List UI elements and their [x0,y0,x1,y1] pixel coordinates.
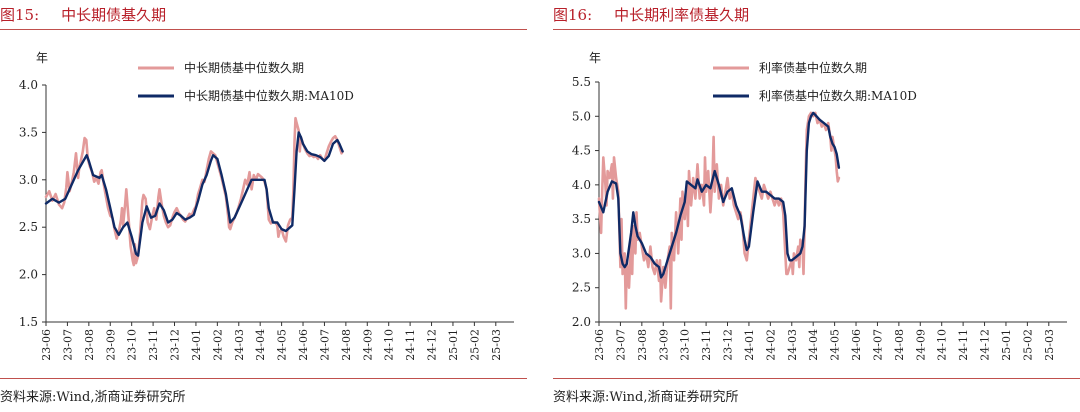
x-tick-label: 23-11 [700,329,713,361]
figure-title-text: 中长期利率债基久期 [614,6,750,24]
x-tick-label: 24-04 [807,329,820,361]
x-tick-label: 24-08 [340,329,353,361]
footer-divider [553,378,1080,379]
title-divider [0,29,527,30]
y-tick-label: 2.5 [572,281,591,295]
x-tick-label: 24-12 [979,329,992,361]
y-tick-label: 2.0 [19,268,38,282]
y-tick-label: 2.0 [572,315,591,329]
x-tick-label: 24-06 [297,329,310,361]
y-tick-label: 2.5 [19,220,38,234]
x-tick-label: 23-10 [679,329,692,361]
figure-title: 图16: 中长期利率债基久期 [553,4,749,25]
y-tick-label: 4.0 [19,78,38,92]
legend-label: 利率债基中位数久期 [759,60,867,75]
y-tick-label: 3.5 [19,125,38,139]
figure-number: 图15: [0,6,40,24]
x-tick-label: 23-08 [636,329,649,361]
series-line-ma10d [44,131,344,257]
x-tick-label: 24-03 [233,329,246,361]
title-divider [553,29,1080,30]
x-tick-label: 23-08 [83,329,96,361]
line-chart: 年 1.5 2.0 2.5 3.0 3.5 4.0 23-06 23-07 23-08 23-09 2… [19,51,514,361]
x-tick-label: 25-01 [447,329,460,361]
x-tick-label: 23-10 [126,329,139,361]
figure-title-text: 中长期债基久期 [61,6,167,24]
x-tick-label: 24-10 [936,329,949,361]
x-tick-label: 23-12 [169,329,182,361]
x-tick-label: 24-03 [786,329,799,361]
y-tick-label: 4.0 [572,178,591,192]
legend-label: 中长期债基中位数久期 [184,60,304,75]
y-tick-label: 1.5 [19,315,38,329]
x-tick-label: 24-12 [426,329,439,361]
y-tick-label: 3.5 [572,212,591,226]
y-unit-label: 年 [36,51,48,65]
x-tick-label: 24-05 [829,329,842,361]
line-chart: 年 2.0 2.5 3.0 3.5 4.0 4.5 5.0 5.5 23-06 23-07 23-08… [572,51,1067,361]
x-tick-label: 23-07 [61,329,74,361]
x-tick-label: 25-01 [1000,329,1013,361]
x-tick-label: 25-02 [468,329,481,361]
y-tick-label: 5.0 [572,109,591,123]
x-tick-label: 23-06 [593,329,606,361]
legend-label: 中长期债基中位数久期:MA10D [184,88,354,103]
y-tick-label: 3.0 [572,246,591,260]
x-tick-label: 23-09 [657,329,670,361]
x-tick-label: 24-05 [276,329,289,361]
x-tick-label: 24-07 [318,329,331,361]
series-line-median [597,111,841,310]
legend-label: 利率债基中位数久期:MA10D [759,88,917,103]
x-tick-label: 23-11 [147,329,160,361]
x-tick-label: 24-06 [850,329,863,361]
x-tick-label: 24-04 [254,329,267,361]
x-tick-label: 25-03 [490,329,503,361]
y-tick-label: 5.5 [572,75,591,89]
x-tick-label: 24-11 [404,329,417,361]
series-line-ma10d [597,111,841,279]
x-tick-label: 24-11 [957,329,970,361]
x-tick-label: 25-03 [1043,329,1056,361]
x-tick-label: 23-07 [614,329,627,361]
x-tick-label: 24-10 [383,329,396,361]
source-note: 资料来源:Wind,浙商证券研究所 [553,390,739,405]
figure-title: 图15: 中长期债基久期 [0,4,166,25]
x-tick-label: 24-01 [190,329,203,361]
figure-number: 图16: [553,6,593,24]
x-tick-label: 24-02 [211,329,224,361]
x-tick-label: 23-09 [104,329,117,361]
chart-panel-left: 图15: 中长期债基久期 年 1.5 2.0 2.5 3.0 3.5 4.0 23-06 23-0… [0,0,530,412]
x-tick-label: 25-02 [1021,329,1034,361]
chart-panel-right: 图16: 中长期利率债基久期 年 2.0 2.5 3.0 3.5 4.0 4.5 5.0 5.5 2… [553,0,1080,412]
footer-divider [0,378,527,379]
y-tick-label: 4.5 [572,144,591,158]
x-tick-label: 24-09 [914,329,927,361]
x-tick-label: 23-06 [40,329,53,361]
source-note: 资料来源:Wind,浙商证券研究所 [0,390,186,405]
x-tick-label: 24-08 [893,329,906,361]
y-tick-label: 3.0 [19,173,38,187]
x-tick-label: 24-09 [361,329,374,361]
x-tick-label: 24-07 [871,329,884,361]
x-tick-label: 24-01 [743,329,756,361]
x-tick-label: 24-02 [764,329,777,361]
x-tick-label: 23-12 [722,329,735,361]
y-unit-label: 年 [589,51,601,65]
